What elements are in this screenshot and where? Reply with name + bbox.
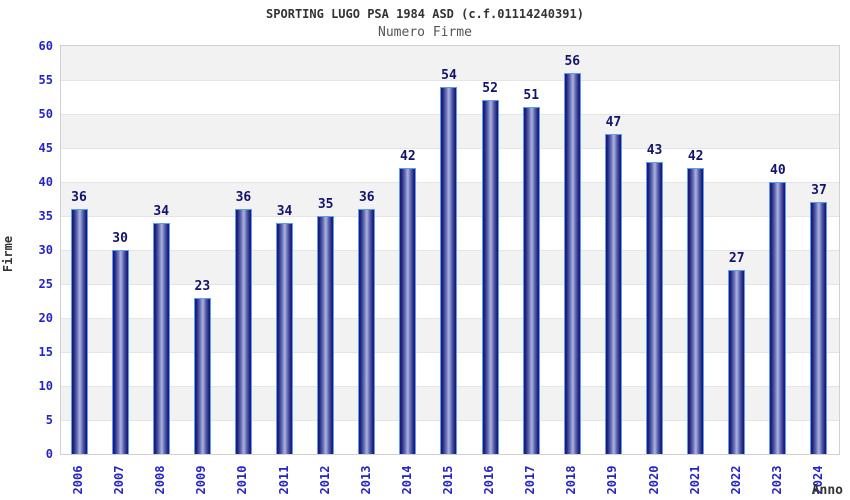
x-tick-label: 2020 — [646, 465, 661, 495]
bar — [563, 73, 581, 454]
bar-value-label: 40 — [770, 163, 786, 178]
bar — [193, 297, 211, 454]
bar-value-label: 42 — [687, 149, 704, 165]
bar — [358, 209, 376, 454]
x-tick-label: 2013 — [358, 465, 373, 495]
bar — [70, 209, 88, 454]
bar — [728, 270, 746, 454]
bar — [646, 161, 664, 454]
bar-value-label: 36 — [358, 190, 375, 206]
x-tick-label: 2006 — [71, 465, 85, 495]
y-tick-label: 15 — [38, 345, 53, 359]
bar — [481, 100, 499, 454]
x-tick-label: 2022 — [728, 465, 743, 495]
plot-area: 36 30 34 23 36 34 35 36 42 54 52 51 56 47 43 42 27 40 37 — [60, 45, 840, 455]
x-tick-label: 2015 — [440, 465, 455, 495]
x-tick-label: 2011 — [276, 465, 291, 495]
bar-value-label: 36 — [71, 190, 87, 206]
y-tick-label: 5 — [45, 413, 53, 427]
bar — [522, 107, 540, 454]
bar-value-label: 36 — [235, 190, 252, 206]
bar — [234, 209, 252, 454]
x-tick-label: 2023 — [769, 465, 784, 495]
bar-value-label: 52 — [482, 81, 498, 97]
bar-value-label: 30 — [112, 231, 128, 246]
x-tick-label: 2012 — [317, 465, 332, 495]
bar — [687, 168, 705, 454]
bar-value-label: 34 — [153, 203, 170, 219]
bar-value-label: 47 — [605, 115, 622, 131]
y-tick-label: 25 — [38, 277, 53, 291]
x-tick-label: 2009 — [194, 465, 209, 495]
bar-value-label: 51 — [523, 88, 540, 104]
chart-title: SPORTING LUGO PSA 1984 ASD (c.f.01114240… — [266, 7, 584, 21]
bar-value-label: 27 — [728, 251, 745, 267]
bar — [111, 250, 129, 454]
y-tick-label: 30 — [38, 243, 53, 257]
bar-value-label: 23 — [194, 278, 211, 294]
bar-value-label: 56 — [564, 54, 581, 70]
x-tick-label: 2019 — [605, 465, 620, 495]
bar — [152, 222, 170, 454]
bar — [604, 134, 622, 454]
background-band — [61, 46, 839, 80]
x-tick-label: 2007 — [112, 465, 127, 495]
gridline — [61, 80, 839, 81]
x-tick-label: 2016 — [482, 465, 497, 495]
y-tick-label: 10 — [38, 379, 53, 393]
y-tick-label: 45 — [38, 141, 53, 155]
bar — [399, 168, 417, 454]
bar-value-label: 54 — [441, 67, 457, 83]
bar-value-label: 42 — [400, 149, 416, 165]
y-tick-label: 55 — [38, 73, 53, 87]
y-tick-label: 40 — [38, 175, 53, 189]
y-tick-label: 0 — [45, 447, 53, 461]
y-tick-label: 20 — [38, 311, 53, 325]
chart-subtitle: Numero Firme — [378, 25, 472, 40]
x-tick-label: 2008 — [153, 465, 168, 495]
bar-value-label: 35 — [317, 197, 334, 212]
bar — [769, 182, 787, 454]
x-tick-label: 2018 — [564, 465, 579, 495]
bar-value-label: 34 — [276, 203, 293, 219]
bar — [810, 202, 828, 454]
x-tick-label: 2010 — [235, 465, 250, 495]
y-tick-label: 60 — [38, 39, 53, 53]
bar — [317, 216, 335, 454]
y-tick-label: 35 — [38, 209, 53, 223]
bar-value-label: 37 — [811, 183, 827, 199]
bar — [276, 222, 294, 454]
bar-value-label: 43 — [646, 142, 663, 158]
x-tick-label: 2014 — [399, 465, 414, 495]
y-tick-label: 50 — [38, 107, 53, 121]
x-axis-title: Anno — [811, 483, 843, 498]
x-tick-label: 2017 — [523, 465, 538, 495]
x-tick-label: 2021 — [687, 465, 702, 495]
bar — [440, 86, 458, 454]
